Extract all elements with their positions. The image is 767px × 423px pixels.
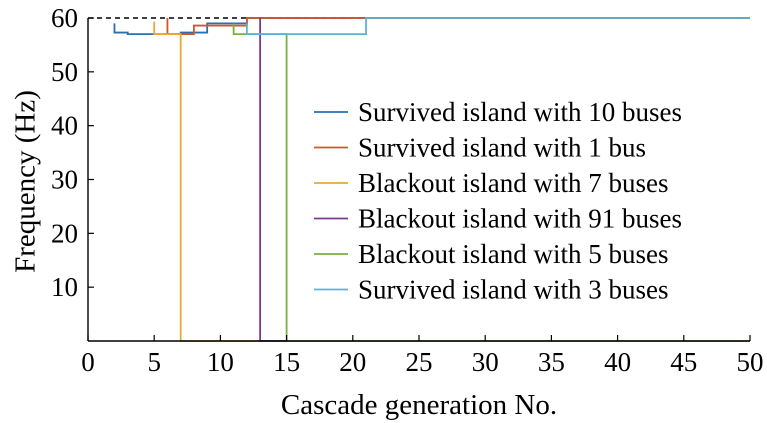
legend-label-2: Survived island with 1 bus	[358, 133, 646, 163]
axis-layer: 0 5 10 15 20 25 30 35 40 45 50 10 20 30 40 50 60	[51, 3, 764, 377]
legend-label-6: Survived island with 3 buses	[358, 275, 669, 305]
legend-label-5: Blackout island with 5 buses	[358, 239, 668, 269]
y-axis-title: Frequency (Hz)	[10, 90, 42, 273]
series-line-3	[153, 21, 261, 342]
x-tick-label: 30	[472, 347, 499, 377]
x-tick-label: 20	[339, 347, 366, 377]
y-tick-label: 10	[51, 272, 78, 302]
legend-label-1: Survived island with 10 buses	[358, 97, 682, 127]
y-tick-label: 50	[51, 57, 78, 87]
x-tick-label: 40	[604, 347, 631, 377]
y-tick-label: 30	[51, 165, 78, 195]
x-tick-label: 0	[81, 347, 95, 377]
y-tick-label: 20	[51, 218, 78, 248]
x-tick-label: 35	[538, 347, 565, 377]
series-line-4	[259, 18, 287, 342]
legend-label-3: Blackout island with 7 buses	[358, 168, 668, 198]
x-tick-label: 25	[406, 347, 433, 377]
y-tick-label: 40	[51, 111, 78, 141]
x-tick-label: 15	[273, 347, 300, 377]
legend-label-4: Blackout island with 91 buses	[358, 204, 682, 234]
y-tick-label: 60	[51, 3, 78, 33]
x-tick-label: 45	[670, 347, 697, 377]
x-axis-title: Cascade generation No.	[281, 389, 557, 421]
series-line-2	[166, 17, 750, 36]
x-tick-label: 5	[147, 347, 161, 377]
series-line-6	[245, 17, 750, 36]
x-tick-label: 10	[207, 347, 234, 377]
legend: Survived island with 10 buses Survived is…	[314, 97, 682, 305]
x-tick-label: 50	[737, 347, 764, 377]
